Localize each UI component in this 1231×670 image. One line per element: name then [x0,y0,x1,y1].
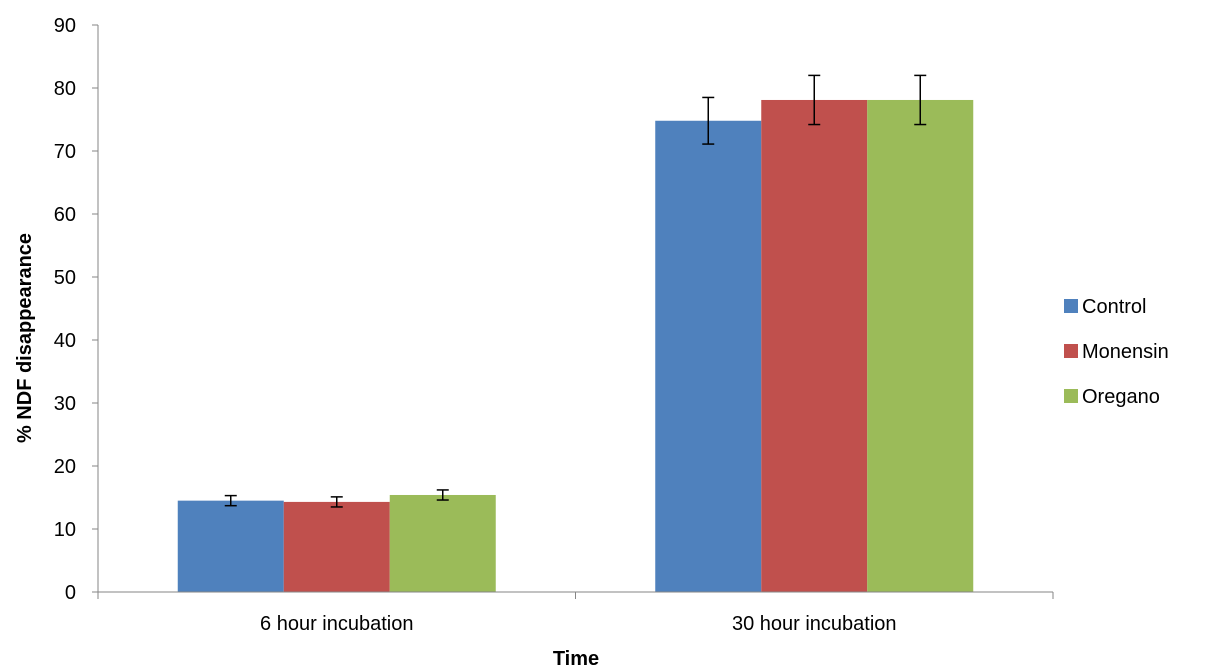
legend-item-oregano: Oregano [1064,386,1160,408]
y-tick-label-20: 20 [54,456,76,478]
legend-swatch-oregano [1064,389,1078,403]
legend-label-monensin: Monensin [1082,341,1169,363]
axes-layer [92,24,1054,599]
error-bar-control-1 [702,96,715,145]
error-bar-oregano-0 [436,489,449,501]
labels-layer: 0 10 20 30 40 50 60 70 80 90 6 hour incubation 30 h… [54,15,897,635]
error-bar-monensin-0 [330,496,343,508]
y-tick-label-80: 80 [54,78,76,100]
y-tick-label-50: 50 [54,267,76,289]
y-tick-label-30: 30 [54,393,76,415]
x-axis-title: Time [553,648,599,670]
bar-control-0 [177,500,284,592]
error-bars-layer [224,74,927,508]
legend-item-monensin: Monensin [1064,341,1169,363]
legend-swatch-control [1064,299,1078,313]
bar-oregano-0 [389,494,496,592]
legend-label-control: Control [1082,296,1146,318]
y-tick-label-90: 90 [54,15,76,37]
x-tick-label-1: 30 hour incubation [732,613,897,635]
y-tick-label-40: 40 [54,330,76,352]
legend: Control Monensin Oregano [1064,296,1169,408]
bar-monensin-0 [283,501,390,592]
y-tick-label-60: 60 [54,204,76,226]
legend-item-control: Control [1064,296,1146,318]
legend-swatch-monensin [1064,344,1078,358]
y-tick-label-0: 0 [65,582,76,604]
error-bar-oregano-1 [914,74,927,126]
y-tick-label-70: 70 [54,141,76,163]
error-bar-control-0 [224,494,237,507]
error-bar-monensin-1 [808,74,821,126]
y-tick-label-10: 10 [54,519,76,541]
bars-layer [177,99,974,592]
bar-control-1 [655,120,762,592]
bar-monensin-1 [761,99,868,592]
y-axis-title: % NDF disappearance [14,233,36,443]
bar-oregano-1 [867,99,974,592]
x-tick-label-0: 6 hour incubation [260,613,413,635]
legend-label-oregano: Oregano [1082,386,1160,408]
